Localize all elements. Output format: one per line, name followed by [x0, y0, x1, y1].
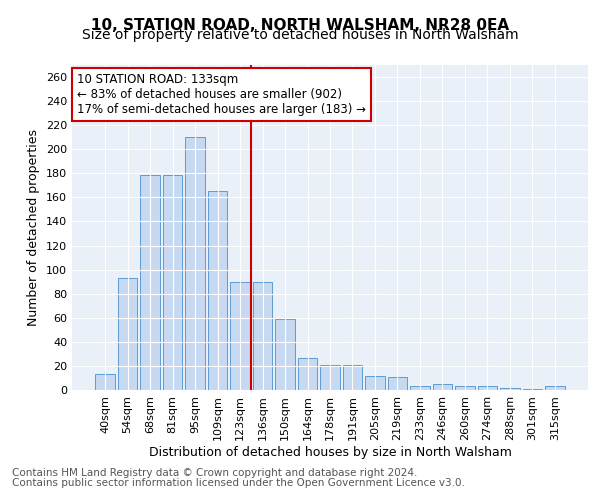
Bar	[410, 386, 430, 390]
Text: 10, STATION ROAD, NORTH WALSHAM, NR28 0EA: 10, STATION ROAD, NORTH WALSHAM, NR28 0E…	[91, 18, 509, 32]
Text: 10 STATION ROAD: 133sqm
← 83% of detached houses are smaller (902)
17% of semi-d: 10 STATION ROAD: 133sqm ← 83% of detache…	[77, 73, 366, 116]
Bar	[320, 364, 340, 390]
Bar	[208, 192, 227, 390]
Bar	[388, 377, 407, 390]
Bar	[343, 364, 362, 390]
Bar	[478, 386, 497, 390]
Text: Contains HM Land Registry data © Crown copyright and database right 2024.: Contains HM Land Registry data © Crown c…	[12, 468, 418, 477]
Bar	[545, 386, 565, 390]
Bar	[95, 374, 115, 390]
Bar	[140, 174, 160, 390]
Y-axis label: Number of detached properties: Number of detached properties	[28, 129, 40, 326]
Bar	[433, 384, 452, 390]
Bar	[275, 319, 295, 390]
Bar	[298, 358, 317, 390]
Text: Contains public sector information licensed under the Open Government Licence v3: Contains public sector information licen…	[12, 478, 465, 488]
Bar	[185, 137, 205, 390]
Text: Size of property relative to detached houses in North Walsham: Size of property relative to detached ho…	[82, 28, 518, 42]
Bar	[523, 389, 542, 390]
Bar	[253, 282, 272, 390]
Bar	[230, 282, 250, 390]
Bar	[163, 174, 182, 390]
Bar	[455, 386, 475, 390]
Bar	[118, 278, 137, 390]
X-axis label: Distribution of detached houses by size in North Walsham: Distribution of detached houses by size …	[149, 446, 511, 458]
Bar	[500, 388, 520, 390]
Bar	[365, 376, 385, 390]
